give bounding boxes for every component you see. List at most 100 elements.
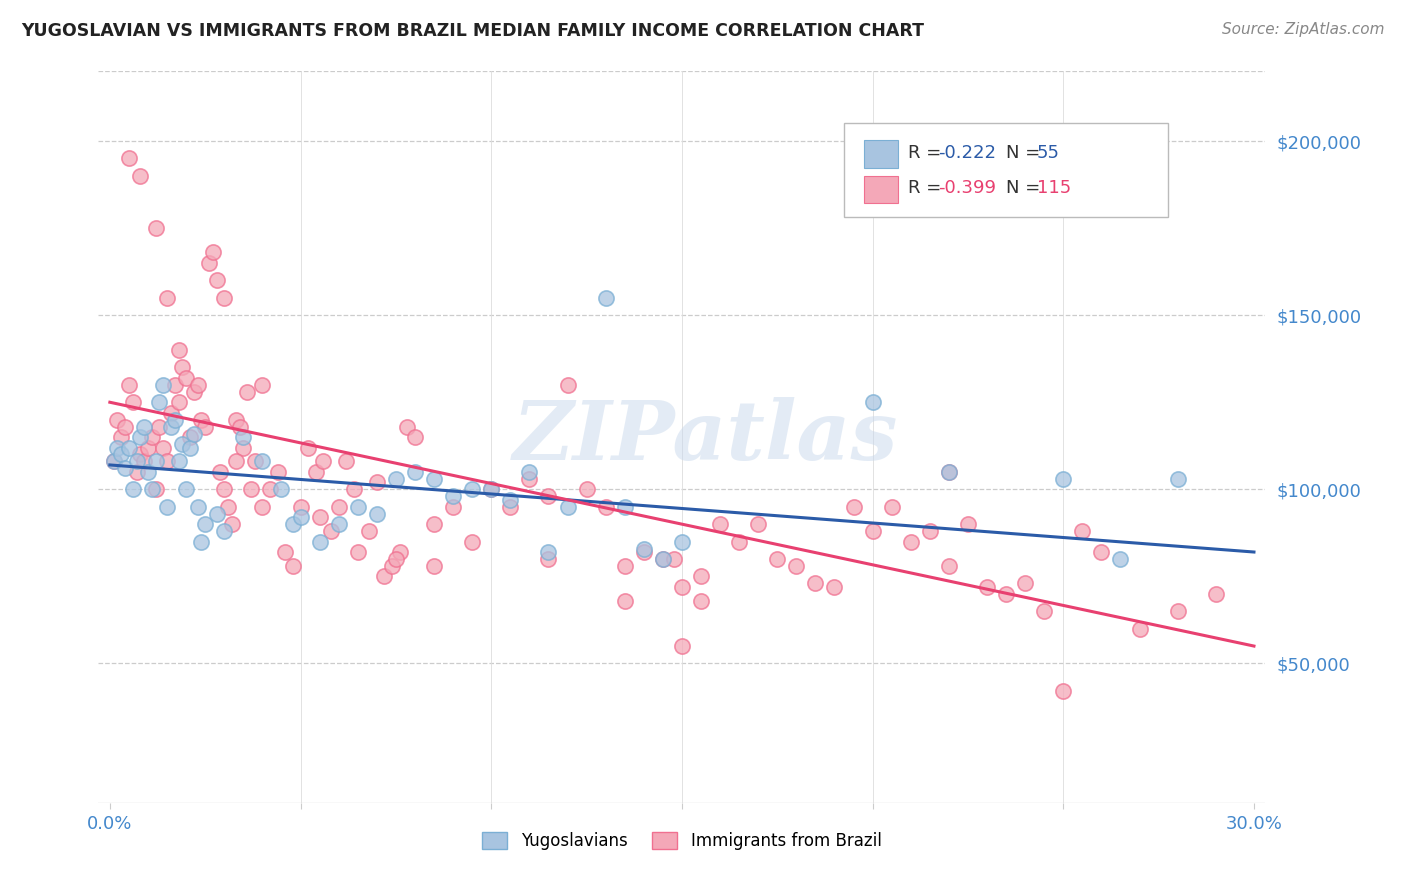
Yugoslavians	[232, 430, 254, 444]
Yugoslavians	[461, 483, 484, 497]
Immigrants from Brazil	[221, 517, 243, 532]
Yugoslavians	[148, 395, 170, 409]
Yugoslavians	[252, 454, 274, 468]
Yugoslavians	[308, 534, 330, 549]
Immigrants from Brazil	[214, 483, 236, 497]
Immigrants from Brazil	[1205, 587, 1227, 601]
Yugoslavians	[385, 472, 408, 486]
Immigrants from Brazil	[152, 441, 174, 455]
Yugoslavians	[103, 454, 125, 468]
Immigrants from Brazil	[441, 500, 464, 514]
Immigrants from Brazil	[671, 639, 693, 653]
Yugoslavians	[519, 465, 541, 479]
Yugoslavians	[187, 500, 209, 514]
Immigrants from Brazil	[194, 419, 217, 434]
Immigrants from Brazil	[163, 377, 186, 392]
Text: 55: 55	[1038, 144, 1060, 161]
Immigrants from Brazil	[156, 291, 179, 305]
Immigrants from Brazil	[125, 465, 148, 479]
Immigrants from Brazil	[976, 580, 998, 594]
Yugoslavians	[613, 500, 636, 514]
Yugoslavians	[194, 517, 217, 532]
Immigrants from Brazil	[1167, 604, 1189, 618]
Immigrants from Brazil	[205, 273, 228, 287]
Immigrants from Brazil	[388, 545, 411, 559]
Yugoslavians	[499, 492, 522, 507]
Text: R =: R =	[908, 144, 946, 161]
Yugoslavians	[205, 507, 228, 521]
Immigrants from Brazil	[198, 256, 221, 270]
Yugoslavians	[190, 534, 212, 549]
Yugoslavians	[595, 291, 617, 305]
Immigrants from Brazil	[461, 534, 484, 549]
Immigrants from Brazil	[118, 377, 141, 392]
Immigrants from Brazil	[243, 454, 266, 468]
Yugoslavians	[862, 395, 884, 409]
Immigrants from Brazil	[179, 430, 201, 444]
Immigrants from Brazil	[145, 483, 167, 497]
Immigrants from Brazil	[537, 552, 560, 566]
Yugoslavians	[1109, 552, 1132, 566]
Immigrants from Brazil	[107, 412, 129, 426]
Yugoslavians	[179, 441, 201, 455]
Immigrants from Brazil	[842, 500, 865, 514]
Text: YUGOSLAVIAN VS IMMIGRANTS FROM BRAZIL MEDIAN FAMILY INCOME CORRELATION CHART: YUGOSLAVIAN VS IMMIGRANTS FROM BRAZIL ME…	[21, 22, 924, 40]
Immigrants from Brazil	[938, 465, 960, 479]
Immigrants from Brazil	[499, 500, 522, 514]
Immigrants from Brazil	[1052, 684, 1074, 698]
Immigrants from Brazil	[214, 291, 236, 305]
Immigrants from Brazil	[232, 441, 254, 455]
Immigrants from Brazil	[305, 465, 328, 479]
Immigrants from Brazil	[651, 552, 673, 566]
Immigrants from Brazil	[259, 483, 281, 497]
Yugoslavians	[479, 483, 502, 497]
Yugoslavians	[281, 517, 304, 532]
Text: N =: N =	[1007, 144, 1046, 161]
Immigrants from Brazil	[187, 377, 209, 392]
Immigrants from Brazil	[281, 558, 304, 573]
Yugoslavians	[346, 500, 368, 514]
Yugoslavians	[270, 483, 292, 497]
Immigrants from Brazil	[252, 500, 274, 514]
Immigrants from Brazil	[918, 524, 941, 538]
Immigrants from Brazil	[766, 552, 789, 566]
Immigrants from Brazil	[335, 454, 357, 468]
Immigrants from Brazil	[217, 500, 239, 514]
Immigrants from Brazil	[225, 454, 247, 468]
Yugoslavians	[537, 545, 560, 559]
Immigrants from Brazil	[956, 517, 979, 532]
Yugoslavians	[651, 552, 673, 566]
Yugoslavians	[134, 419, 156, 434]
Yugoslavians	[163, 412, 186, 426]
Immigrants from Brazil	[145, 221, 167, 235]
Immigrants from Brazil	[785, 558, 807, 573]
Yugoslavians	[1052, 472, 1074, 486]
Immigrants from Brazil	[381, 558, 404, 573]
Immigrants from Brazil	[366, 475, 388, 490]
Immigrants from Brazil	[359, 524, 381, 538]
Immigrants from Brazil	[297, 441, 319, 455]
Immigrants from Brazil	[239, 483, 262, 497]
Immigrants from Brazil	[319, 524, 342, 538]
Immigrants from Brazil	[225, 412, 247, 426]
Immigrants from Brazil	[1128, 622, 1150, 636]
Yugoslavians	[167, 454, 190, 468]
Immigrants from Brazil	[1090, 545, 1112, 559]
Yugoslavians	[160, 419, 183, 434]
Immigrants from Brazil	[228, 419, 250, 434]
Text: 115: 115	[1038, 179, 1071, 197]
Immigrants from Brazil	[274, 545, 297, 559]
Immigrants from Brazil	[900, 534, 922, 549]
Immigrants from Brazil	[396, 419, 419, 434]
Immigrants from Brazil	[373, 569, 395, 583]
Immigrants from Brazil	[1071, 524, 1094, 538]
Immigrants from Brazil	[134, 454, 156, 468]
Yugoslavians	[129, 430, 152, 444]
Immigrants from Brazil	[343, 483, 366, 497]
Immigrants from Brazil	[1033, 604, 1056, 618]
Immigrants from Brazil	[190, 412, 212, 426]
Yugoslavians	[214, 524, 236, 538]
Immigrants from Brazil	[519, 472, 541, 486]
Immigrants from Brazil	[880, 500, 903, 514]
Immigrants from Brazil	[118, 152, 141, 166]
